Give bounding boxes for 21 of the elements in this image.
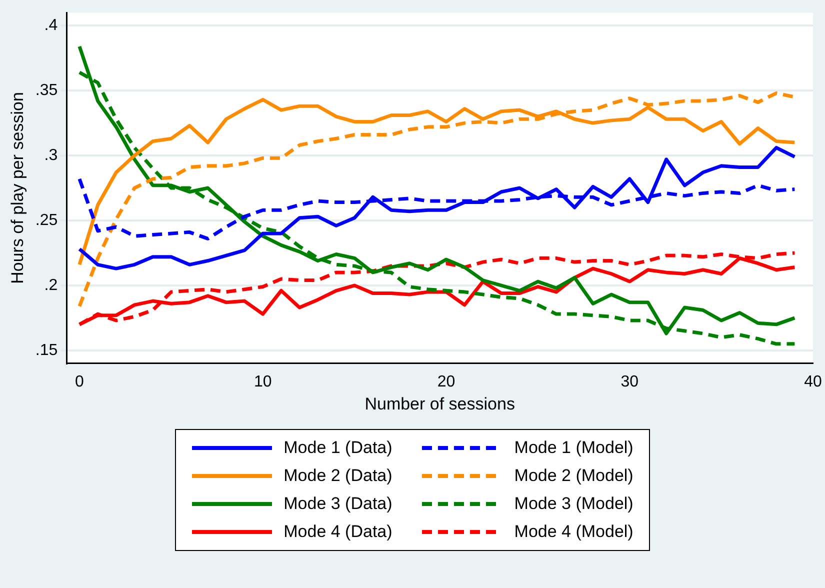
x-axis-title: Number of sessions bbox=[364, 394, 515, 414]
y-tick-label: .4 bbox=[44, 17, 58, 34]
y-tick-label: .25 bbox=[35, 212, 58, 229]
x-tick-label: 30 bbox=[620, 373, 639, 390]
y-tick-label: .2 bbox=[44, 276, 58, 294]
y-tick-label: .15 bbox=[35, 342, 58, 359]
legend-label: Mode 1 (Data) bbox=[284, 438, 392, 458]
legend-label: Mode 4 (Data) bbox=[284, 522, 392, 542]
y-axis-title: Hours of play per session bbox=[8, 92, 27, 284]
legend-label: Mode 3 (Data) bbox=[284, 494, 392, 514]
x-tick-label: 20 bbox=[437, 373, 456, 390]
y-tick-label: .3 bbox=[44, 146, 58, 164]
legend-label: Mode 2 (Data) bbox=[284, 466, 392, 486]
x-tick-label: 0 bbox=[75, 373, 84, 390]
legend-label: Mode 3 (Model) bbox=[514, 494, 634, 514]
legend-label: Mode 2 (Model) bbox=[514, 466, 634, 486]
x-tick-label: 40 bbox=[804, 373, 822, 390]
legend-label: Mode 4 (Model) bbox=[514, 522, 634, 542]
x-tick-label: 10 bbox=[254, 373, 272, 390]
legend-label: Mode 1 (Model) bbox=[514, 438, 634, 458]
y-tick-label: .35 bbox=[35, 82, 58, 99]
